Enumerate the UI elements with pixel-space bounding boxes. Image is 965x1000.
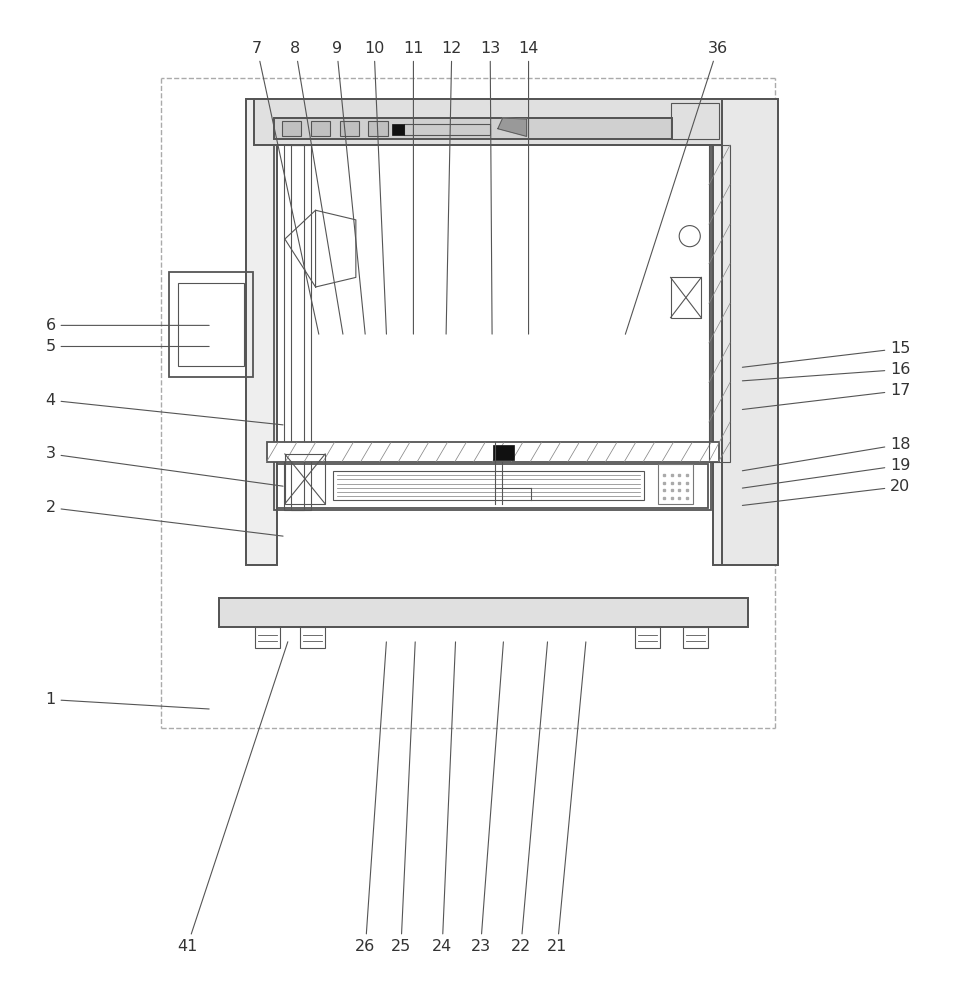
Text: 7: 7	[252, 41, 318, 334]
Text: 17: 17	[742, 383, 911, 409]
Text: 5: 5	[45, 339, 209, 354]
Bar	[333, 471, 644, 500]
Bar	[274, 118, 673, 139]
Bar	[284, 145, 311, 510]
Text: 9: 9	[332, 41, 365, 334]
Text: 13: 13	[480, 41, 500, 334]
Bar	[274, 145, 711, 510]
Bar	[403, 124, 490, 135]
Bar	[658, 464, 693, 504]
Bar	[277, 464, 708, 508]
Bar	[285, 454, 325, 504]
Text: 12: 12	[442, 41, 462, 334]
Bar	[492, 445, 513, 460]
Text: 10: 10	[364, 41, 386, 334]
Text: 8: 8	[290, 41, 343, 334]
Bar	[246, 99, 277, 565]
Text: 41: 41	[177, 642, 288, 954]
Text: 2: 2	[45, 500, 283, 536]
Bar	[671, 277, 702, 318]
Bar	[169, 272, 253, 377]
Text: 19: 19	[742, 458, 911, 488]
Bar	[723, 99, 778, 565]
Bar	[254, 99, 725, 145]
Text: 36: 36	[625, 41, 728, 334]
Bar	[683, 627, 708, 648]
Bar	[290, 145, 304, 510]
Bar	[713, 99, 743, 565]
Bar	[340, 121, 359, 136]
Bar	[635, 627, 660, 648]
Text: 23: 23	[471, 642, 504, 954]
Text: 18: 18	[742, 437, 911, 471]
Bar	[219, 598, 748, 627]
Text: 4: 4	[45, 393, 283, 425]
Text: 22: 22	[510, 642, 547, 954]
Text: 1: 1	[45, 692, 209, 709]
Text: 20: 20	[742, 479, 911, 505]
Text: 24: 24	[432, 642, 455, 954]
Bar	[671, 103, 719, 139]
Bar	[266, 442, 719, 462]
Bar	[246, 99, 277, 565]
Text: 25: 25	[391, 642, 415, 954]
Bar	[254, 99, 725, 145]
Text: 14: 14	[518, 41, 538, 334]
Bar	[723, 99, 778, 565]
Text: 3: 3	[45, 446, 283, 486]
Text: 21: 21	[547, 642, 586, 954]
Bar	[274, 118, 673, 139]
Text: 16: 16	[742, 362, 911, 381]
Bar	[179, 283, 243, 366]
Bar	[219, 598, 748, 627]
Bar	[369, 121, 388, 136]
Bar	[713, 99, 743, 565]
Bar	[255, 627, 280, 648]
Bar	[393, 124, 403, 135]
Bar	[311, 121, 330, 136]
Text: 15: 15	[742, 341, 911, 367]
Text: 11: 11	[403, 41, 424, 334]
Bar	[282, 121, 301, 136]
Bar	[709, 145, 731, 462]
Bar	[300, 627, 325, 648]
Text: 26: 26	[355, 642, 386, 954]
Text: 6: 6	[45, 318, 209, 333]
Polygon shape	[498, 118, 527, 136]
